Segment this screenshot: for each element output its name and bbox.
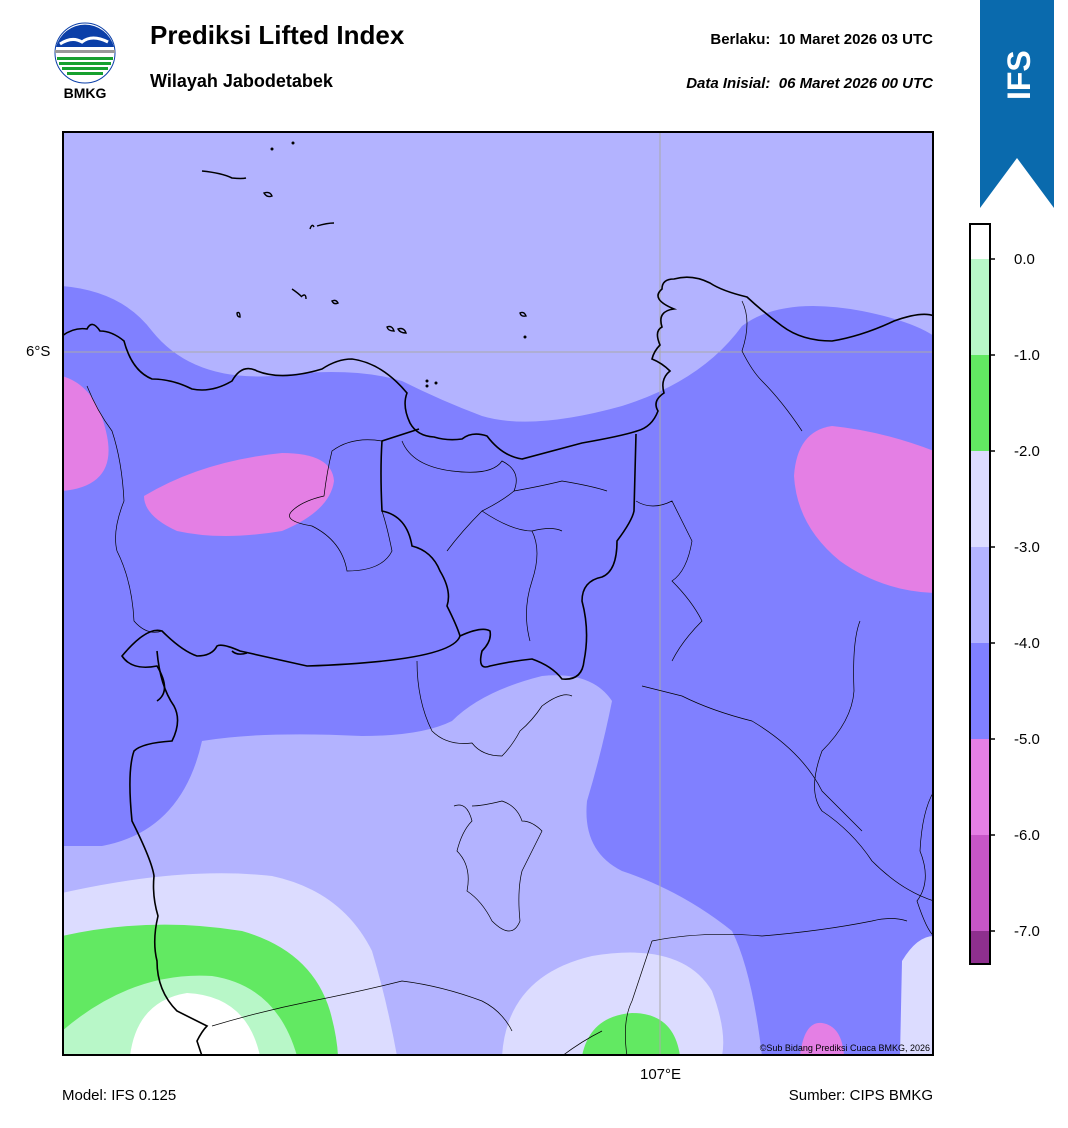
li-zone-1-2-center — [582, 1013, 680, 1056]
source-label: Sumber: CIPS BMKG — [788, 1087, 933, 1104]
map-frame — [62, 131, 934, 1056]
island — [523, 335, 527, 339]
island — [309, 222, 335, 230]
colorbar-bin — [970, 835, 990, 931]
island — [434, 381, 438, 385]
colorbar-tick-label: -7.0 — [1014, 923, 1040, 940]
province-boundary — [129, 650, 209, 1056]
colorbar-tick-label: -1.0 — [1014, 347, 1040, 364]
colorbar-bin — [970, 739, 990, 835]
logo-text: BMKG — [64, 85, 107, 101]
li-zone-2-3-right — [900, 936, 934, 1056]
colorbar-tick-label: -4.0 — [1014, 635, 1040, 652]
chart-title: Prediksi Lifted Index — [150, 20, 405, 50]
district-boundaries — [86, 300, 934, 1056]
initial-value: 06 Maret 2026 00 UTC — [778, 75, 933, 92]
colorbar-tick-label: 0.0 — [1014, 251, 1035, 268]
valid-label: Berlaku: — [710, 31, 771, 48]
coastline — [62, 276, 934, 460]
colorbar-tick-label: -3.0 — [1014, 539, 1040, 556]
copyright-text: ©Sub Bidang Prediksi Cuaca BMKG, 2026 — [760, 1043, 930, 1053]
island — [331, 299, 339, 305]
island — [291, 141, 295, 145]
island — [291, 288, 307, 300]
li-zone-5-6-center — [144, 453, 334, 536]
valid-time: Berlaku: 10 Maret 2026 03 UTC — [710, 31, 933, 48]
region-subtitle: Wilayah Jabodetabek — [150, 71, 333, 91]
colorbar-tick-label: -2.0 — [1014, 443, 1040, 460]
island — [386, 325, 407, 334]
island — [236, 311, 241, 318]
colorbar-bin — [970, 547, 990, 643]
colorbar-bin — [970, 259, 990, 355]
province-boundary — [231, 650, 248, 655]
colorbar: 0.0 -1.0 -2.0 -3.0 -4.0 -5.0 -6.0 -7.0 — [969, 223, 1040, 965]
island — [425, 384, 429, 388]
li-zone-5-6-right — [794, 426, 934, 593]
island — [425, 379, 429, 383]
longitude-label: 107°E — [640, 1066, 682, 1083]
colorbar-bin — [970, 451, 990, 547]
valid-value: 10 Maret 2026 03 UTC — [778, 31, 933, 48]
initial-time: Data Inisial: 06 Maret 2026 00 UTC — [686, 75, 933, 92]
model-label: Model: IFS 0.125 — [62, 1087, 177, 1104]
colorbar-bin — [970, 643, 990, 739]
province-boundary — [121, 428, 461, 702]
island — [270, 147, 274, 151]
latitude-label: 6°S — [26, 343, 51, 360]
colorbar-tick-label: -6.0 — [1014, 827, 1040, 844]
colorbar-bin — [970, 931, 990, 964]
ifs-ribbon: IFS — [980, 0, 1054, 208]
li-zone-5-6-left — [62, 376, 109, 491]
province-boundary — [459, 433, 637, 680]
li-zone-positive — [130, 993, 260, 1056]
colorbar-bin — [970, 224, 990, 259]
colorbar-frame — [969, 223, 991, 965]
island — [262, 191, 273, 198]
ribbon-text: IFS — [1001, 50, 1037, 100]
colorbar-bin — [970, 355, 990, 451]
initial-label: Data Inisial: — [686, 75, 771, 92]
bmkg-logo: BMKG — [54, 22, 116, 101]
colorbar-tick-label: -5.0 — [1014, 731, 1040, 748]
island — [201, 170, 247, 180]
li-zone-5-6-bottom — [800, 1022, 844, 1056]
lifted-index-map: ©Sub Bidang Prediksi Cuaca BMKG, 2026 — [62, 131, 934, 1056]
island — [519, 311, 527, 317]
